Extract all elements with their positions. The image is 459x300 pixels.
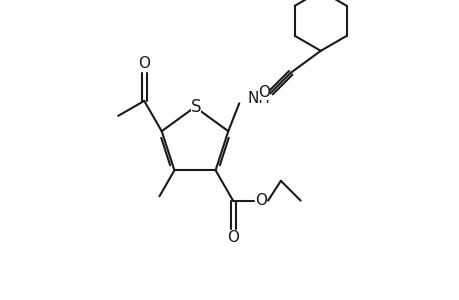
Text: O: O bbox=[138, 56, 150, 71]
Text: NH: NH bbox=[247, 91, 269, 106]
Text: O: O bbox=[255, 193, 267, 208]
Text: O: O bbox=[257, 85, 269, 100]
Text: O: O bbox=[227, 230, 239, 245]
Text: S: S bbox=[190, 98, 201, 116]
